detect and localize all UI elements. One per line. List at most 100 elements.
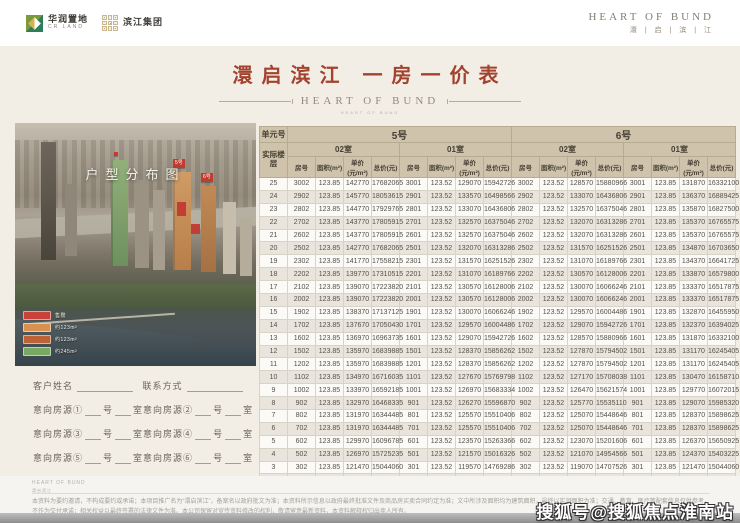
legend-item: 约123m² — [23, 323, 77, 332]
price-cell: 16251526 — [595, 241, 627, 256]
price-cell: 123.52 — [539, 280, 568, 295]
intent-building-line[interactable] — [85, 430, 102, 440]
price-cell: 126970 — [343, 447, 372, 462]
price-cell: 123.52 — [539, 370, 568, 385]
price-cell: 15942726 — [483, 177, 515, 191]
table-row: 15 1902 123.85 138370 17137125 1901 123.52 1300… — [259, 305, 739, 320]
building-header: 5号 — [287, 126, 512, 143]
column-header: 房号 — [399, 156, 428, 178]
price-cell: 123.85 — [651, 434, 680, 449]
price-cell: 123.52 — [427, 460, 456, 475]
price-cell: 702 — [511, 421, 540, 436]
price-cell: 15708038 — [595, 370, 627, 385]
table-row: 23 2802 123.85 144770 17929765 2801 123.52 1330… — [259, 202, 739, 217]
price-cell: 127870 — [567, 357, 596, 372]
price-cell: 15448646 — [595, 421, 627, 436]
room-suffix: 室 — [243, 429, 254, 439]
price-cell: 123.85 — [651, 280, 680, 295]
price-cell: 127870 — [567, 344, 596, 359]
unit-header: 01室 — [399, 142, 512, 157]
price-cell: 1201 — [399, 357, 428, 372]
unit-header: 02室 — [511, 142, 624, 157]
tower-dark — [41, 142, 56, 260]
room-suffix: 室 — [133, 405, 144, 415]
intent-field[interactable]: 意向房源① 号 室 — [33, 403, 143, 416]
price-cell: 17050430 — [371, 318, 403, 333]
intent-building-line[interactable] — [195, 430, 212, 440]
price-cell: 16066246 — [483, 305, 515, 320]
price-cell: 123.52 — [427, 228, 456, 243]
price-cell: 15942726 — [595, 318, 627, 333]
intent-field[interactable]: 意向房源② 号 室 — [143, 403, 253, 416]
price-cell: 123.52 — [427, 189, 456, 204]
intent-field[interactable]: 意向房源⑤ 号 室 — [33, 451, 143, 464]
intent-room-line[interactable] — [115, 406, 132, 416]
price-cell: 16641725 — [707, 254, 739, 269]
intent-field[interactable]: 意向房源④ 号 室 — [143, 427, 253, 440]
intent-field[interactable]: 意向房源③ 号 室 — [33, 427, 143, 440]
intent-room-line[interactable] — [115, 454, 132, 464]
price-cell: 15044060 — [371, 460, 403, 475]
intent-label: 意向房源④ — [143, 429, 194, 439]
price-cell: 1101 — [399, 370, 428, 385]
price-cell: 123.85 — [315, 396, 344, 411]
price-cell: 123.52 — [427, 409, 456, 423]
contact-input-line[interactable] — [186, 382, 243, 392]
bottom-strip — [0, 513, 740, 523]
cr-land-logo-title: 华润置地 — [48, 14, 89, 25]
price-cell: 129070 — [679, 396, 708, 411]
price-cell: 123.52 — [427, 357, 456, 372]
price-cell: 123.52 — [539, 344, 568, 359]
tower-orange-6 — [201, 186, 216, 272]
intent-building-line[interactable] — [85, 406, 102, 416]
price-cell: 131570 — [455, 254, 484, 269]
price-cell: 16096785 — [371, 434, 403, 449]
price-cell: 2302 — [511, 254, 540, 269]
intent-room-line[interactable] — [225, 454, 242, 464]
partner-logo-title: 滨江集团 — [123, 17, 164, 28]
price-cell: 902 — [511, 396, 540, 411]
price-cell: 16313286 — [595, 215, 627, 230]
price-cell: 17223820 — [371, 293, 403, 307]
price-cell: 15650925 — [707, 434, 739, 449]
sold-tag-2 — [191, 224, 200, 234]
price-cell: 133870 — [679, 267, 708, 282]
price-cell: 124370 — [679, 447, 708, 462]
floor-cell: 12 — [259, 344, 288, 359]
footer-micro-line1: HEART OF BUND — [32, 480, 86, 486]
price-cell: 138370 — [343, 305, 372, 320]
intent-room-line[interactable] — [225, 430, 242, 440]
price-cell: 801 — [399, 409, 428, 423]
price-cell: 2902 — [287, 189, 316, 204]
brand-en: HEART OF BUND — [588, 11, 714, 24]
price-cell: 143770 — [343, 215, 372, 230]
intent-room-line[interactable] — [115, 430, 132, 440]
price-cell: 17137125 — [371, 305, 403, 320]
price-cell: 16313286 — [595, 228, 627, 243]
price-cell: 1101 — [623, 370, 652, 385]
price-cell: 1002 — [511, 383, 540, 398]
intent-room-line[interactable] — [225, 406, 242, 416]
price-cell: 1502 — [287, 344, 316, 359]
price-cell: 901 — [623, 396, 652, 411]
intent-building-line[interactable] — [85, 454, 102, 464]
floor-cell: 22 — [259, 215, 288, 230]
price-table: 单元号 5号 6号 实际楼层 02室 01室 02室 01室 房号 面积(m²) 单价(元/m²) 总… — [259, 126, 739, 504]
name-input-line[interactable] — [77, 382, 134, 392]
intent-building-line[interactable] — [195, 454, 212, 464]
intent-field[interactable]: 意向房源⑥ 号 室 — [143, 451, 253, 464]
table-row: 19 2302 123.85 141770 17558215 2301 123.52 1315… — [259, 254, 739, 269]
intent-building-line[interactable] — [195, 406, 212, 416]
floor-cell: 5 — [259, 434, 288, 449]
table-row: 5 602 123.85 129970 16096785 601 123.52 123570 1… — [259, 434, 739, 449]
price-cell: 1102 — [287, 370, 316, 385]
price-cell: 301 — [623, 460, 652, 475]
price-cell: 125070 — [567, 421, 596, 436]
footer-micro-line2: 澴启滨江 — [32, 487, 52, 493]
price-cell: 16827500 — [707, 202, 739, 217]
price-cell: 123.85 — [315, 189, 344, 204]
tower-light-2 — [240, 218, 252, 276]
price-cell: 1601 — [399, 331, 428, 346]
price-cell: 2002 — [511, 293, 540, 307]
table-row: 13 1602 123.85 136970 16963735 1601 123.52 1290… — [259, 331, 739, 346]
